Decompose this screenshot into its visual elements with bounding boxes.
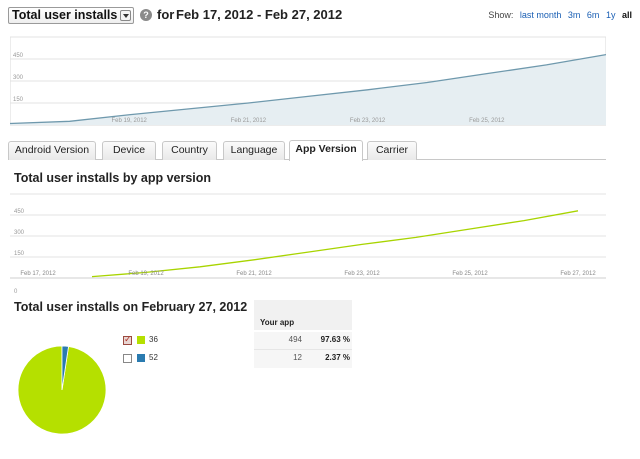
version-chart: 0 150 300 450 600 Feb 17, 2012 Feb 19, 2012 Feb…: [10, 192, 606, 295]
date-range: Feb 17, 2012 - Feb 27, 2012: [176, 7, 343, 22]
range-selector: Show: last month 3m 6m 1y all: [488, 10, 632, 20]
version-name: 36: [149, 335, 158, 344]
help-icon[interactable]: ?: [140, 9, 152, 21]
x-tick-label: Feb 23, 2012: [344, 271, 380, 277]
x-tick-label: Feb 25, 2012: [469, 118, 505, 124]
x-tick-label: Feb 21, 2012: [231, 118, 267, 124]
x-tick-label: Feb 19, 2012: [128, 271, 164, 277]
table-header: Your app: [254, 300, 352, 330]
report-header: Total user installs ? for Feb 17, 2012 -…: [0, 0, 640, 34]
x-tick-label: Feb 27, 2012: [560, 271, 596, 277]
install-percent: 2.37 %: [325, 353, 350, 362]
y-tick-label: 300: [13, 75, 24, 81]
install-count: 494: [288, 335, 302, 344]
for-label: for: [157, 7, 175, 22]
row-checkbox[interactable]: [123, 334, 132, 345]
version-chart-title: Total user installs by app version: [14, 171, 212, 185]
x-tick-label: Feb 21, 2012: [236, 271, 272, 277]
range-1y[interactable]: 1y: [605, 10, 616, 20]
metric-select-value: Total user installs: [12, 8, 118, 22]
tab-android-version[interactable]: Android Version: [8, 141, 96, 160]
version-name: 52: [149, 353, 158, 362]
x-tick-label: Feb 17, 2012: [20, 271, 56, 277]
chevron-down-icon[interactable]: [120, 10, 131, 21]
table-row: 36 494 97.63 %: [120, 332, 352, 350]
metric-select[interactable]: Total user installs: [8, 7, 134, 24]
y-tick-label: 450: [13, 53, 24, 59]
y-tick-label: 450: [14, 209, 25, 215]
dimension-tabs: Android Version Device Country Language …: [8, 140, 606, 161]
tab-app-version[interactable]: App Version: [289, 140, 363, 161]
range-last-month[interactable]: last month: [519, 10, 562, 20]
tab-language[interactable]: Language: [223, 141, 285, 160]
range-all[interactable]: all: [621, 10, 632, 20]
pie-chart: [17, 345, 107, 435]
column-header-your-app: Your app: [260, 318, 295, 327]
series-swatch: [137, 354, 145, 362]
x-tick-label: Feb 19, 2012: [112, 118, 148, 124]
y-tick-label: 300: [14, 230, 25, 236]
tab-device[interactable]: Device: [102, 141, 156, 160]
series-line: [10, 53, 606, 125]
y-tick-label: 600: [14, 192, 25, 194]
install-count: 12: [293, 353, 302, 362]
x-tick-label: Feb 23, 2012: [350, 118, 386, 124]
pie-slice: [61, 345, 69, 391]
range-6m[interactable]: 6m: [586, 10, 600, 20]
y-tick-label: 0: [14, 289, 18, 295]
range-3m[interactable]: 3m: [567, 10, 581, 20]
series-swatch: [137, 336, 145, 344]
row-checkbox[interactable]: [123, 354, 132, 363]
x-tick-label: Feb 25, 2012: [452, 271, 488, 277]
y-tick-label: 150: [14, 251, 25, 257]
tab-carrier[interactable]: Carrier: [367, 141, 417, 160]
table-row: 52 12 2.37 %: [120, 350, 352, 368]
y-tick-label: 150: [13, 97, 24, 103]
pie-chart-title: Total user installs on February 27, 2012: [14, 300, 248, 314]
overview-chart: 150 300 450 600 Feb 19, 2012 Feb 21, 2012 Feb …: [10, 35, 606, 126]
y-tick-label: 600: [13, 35, 24, 37]
area-fill: [10, 54, 606, 125]
series-line: [91, 210, 579, 278]
install-percent: 97.63 %: [320, 335, 350, 344]
tab-country[interactable]: Country: [162, 141, 217, 160]
show-label: Show:: [488, 10, 514, 20]
